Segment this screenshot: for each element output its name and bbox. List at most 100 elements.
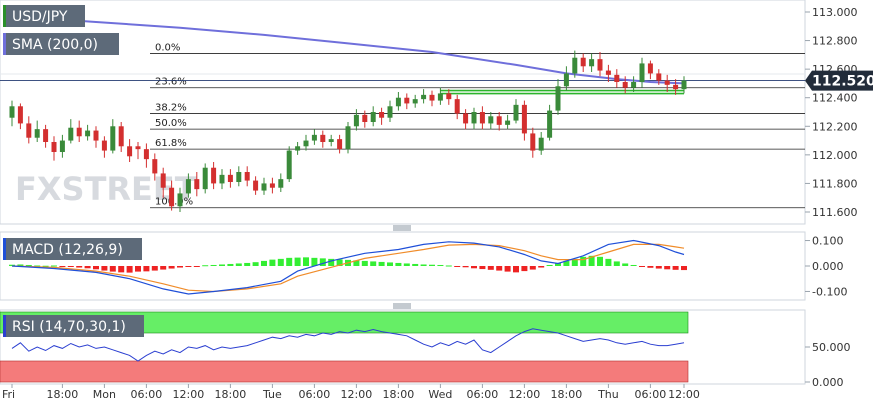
macd-histogram-bar [17, 264, 24, 266]
macd-histogram-bar [126, 266, 133, 273]
candle-body [647, 63, 653, 74]
macd-histogram-bar [269, 259, 276, 266]
macd-histogram-bar [370, 261, 377, 266]
macd-histogram-bar [471, 266, 477, 269]
candle-body [437, 93, 443, 101]
fxstreet-watermark: FXSTREET [15, 170, 197, 208]
time-tick-label: Mon [93, 388, 116, 401]
macd-y-tick-label: -0.100 [812, 285, 847, 298]
price-y-tick-label: 113.000 [812, 6, 858, 19]
macd-histogram-bar [521, 266, 528, 272]
macd-histogram-bar [277, 258, 284, 266]
candle-body [68, 127, 74, 141]
candle-body [605, 70, 611, 75]
macd-histogram-bar [445, 265, 452, 267]
candle-body [202, 167, 208, 190]
last-price-value: 112.520 [812, 74, 875, 90]
macd-histogram-bar [244, 262, 251, 266]
candle-body [118, 126, 124, 147]
fib-level-label: 23.6% [155, 77, 187, 88]
candle-body [227, 174, 233, 182]
candle-body [9, 106, 15, 118]
candle-body [547, 110, 553, 138]
time-tick-label: 06:00 [467, 388, 499, 401]
macd-histogram-bar [353, 260, 360, 266]
candle-body [328, 139, 334, 142]
time-tick-label: 06:00 [635, 388, 667, 401]
price-y-tick-label: 111.600 [812, 206, 858, 219]
candle-body [143, 149, 149, 160]
candle-body [639, 63, 645, 82]
time-tick-label: 12:00 [341, 388, 373, 401]
rsi-panel-resize-handle[interactable] [393, 303, 411, 309]
candle-body [127, 146, 133, 157]
macd-histogram-bar [9, 264, 15, 266]
candle-body [236, 172, 242, 182]
macd-histogram-bar [487, 266, 494, 270]
candle-body [488, 116, 494, 124]
sma-indicator-tag[interactable]: SMA (200,0) [3, 33, 119, 55]
macd-histogram-bar [59, 266, 66, 267]
candle-body [387, 106, 393, 118]
macd-histogram-bar [101, 266, 108, 271]
candle-body [681, 80, 687, 90]
macd-panel-resize-handle[interactable] [393, 225, 411, 231]
macd-histogram-bar [655, 266, 662, 269]
macd-histogram-bar [437, 264, 444, 266]
candle-body [656, 73, 662, 81]
time-tick-label: 18:00 [383, 388, 415, 401]
rsi-layer: 50.000 0.000 [0, 311, 851, 389]
macd-histogram-bar [118, 266, 125, 273]
candle-body [76, 127, 82, 137]
candle-body [135, 146, 141, 150]
candle-body [169, 187, 175, 207]
time-tick-label: 18:00 [551, 388, 583, 401]
candle-body [253, 180, 259, 191]
candle-body [160, 173, 166, 188]
macd-histogram-bar [378, 261, 385, 266]
sma-label: SMA (200,0) [12, 37, 98, 53]
macd-histogram-bar [504, 266, 511, 272]
candle-body [631, 82, 637, 88]
macd-histogram-bar [597, 256, 603, 266]
macd-histogram-bar [387, 262, 393, 266]
macd-histogram-bar [639, 266, 645, 267]
candle-body [404, 97, 410, 104]
candle-body [454, 99, 460, 114]
sma-line [11, 15, 685, 85]
macd-histogram-bar [252, 262, 259, 266]
macd-histogram-bar [67, 266, 74, 268]
time-tick-label: Tue [262, 388, 282, 401]
macd-histogram-bar [647, 266, 654, 268]
rsi-label: RSI (14,70,30,1) [12, 319, 126, 335]
candle-body [521, 104, 527, 134]
candle-body [269, 183, 275, 188]
candle-body [219, 174, 225, 184]
candle-body [311, 134, 317, 141]
macd-histogram-bar [513, 266, 519, 273]
macd-y-tick-label: 0.000 [812, 260, 844, 273]
symbol-tag[interactable]: USD/JPY [3, 5, 85, 27]
macd-indicator-tag[interactable]: MACD (12,26,9) [3, 238, 142, 260]
time-tick-label: Fri [2, 388, 15, 401]
rsi-overbought-zone [0, 311, 689, 334]
time-axis: Fri 18:00 Mon 06:00 12:00 18:00 Tue 06:00 12:00 1… [2, 384, 700, 401]
macd-histogram-bar [630, 264, 637, 266]
candle-body [379, 112, 385, 118]
macd-histogram-bar [672, 266, 679, 270]
candle-body [261, 183, 267, 191]
macd-histogram-bar [25, 264, 32, 266]
candle-body [421, 94, 427, 100]
macd-histogram-bar [462, 266, 469, 268]
price-y-tick-label: 112.200 [812, 120, 858, 133]
macd-histogram-bar [605, 258, 612, 266]
rsi-indicator-tag[interactable]: RSI (14,70,30,1) [3, 315, 144, 337]
macd-histogram-bar [420, 264, 427, 266]
candle-body [26, 123, 32, 138]
macd-main-line [11, 239, 685, 295]
candle-body [429, 94, 435, 101]
macd-histogram-bar [51, 265, 57, 267]
macd-signal-line [11, 243, 685, 293]
macd-histogram-bar [429, 264, 435, 266]
time-tick-label: 18:00 [215, 388, 247, 401]
